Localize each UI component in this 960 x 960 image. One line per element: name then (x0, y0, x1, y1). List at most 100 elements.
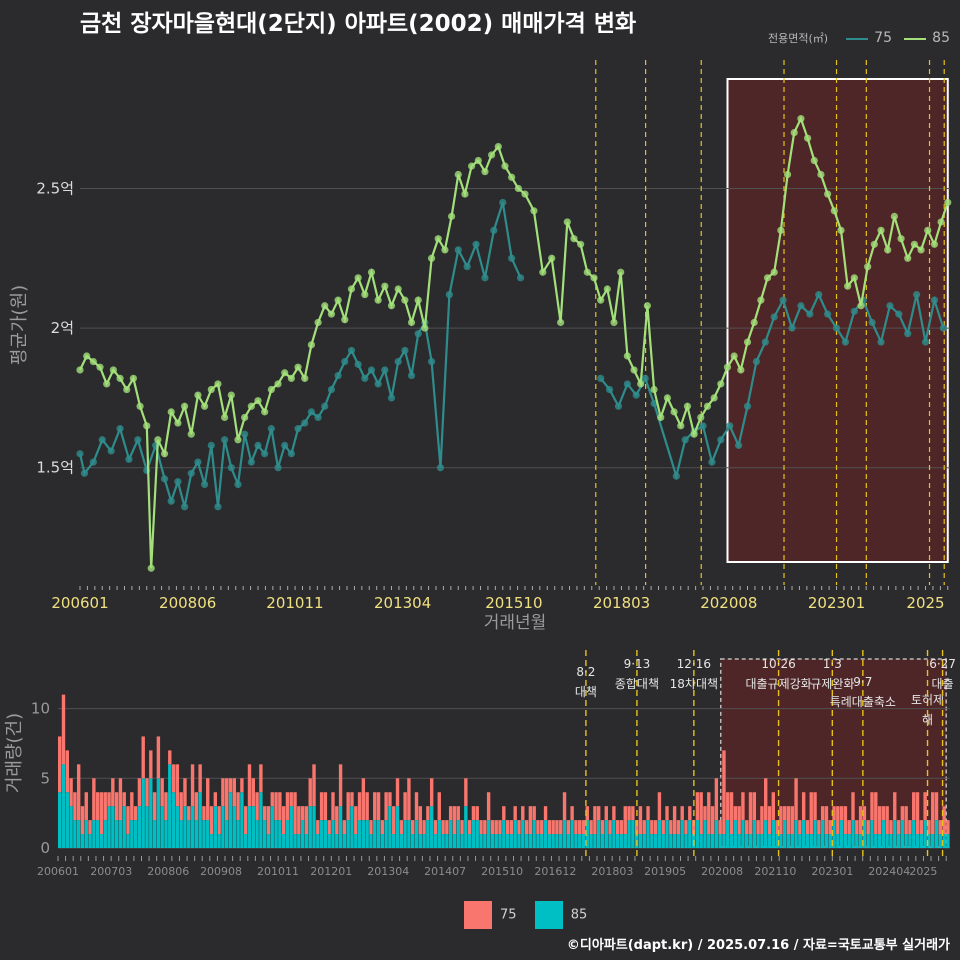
price-point-75 (761, 338, 769, 346)
volume-event-name: 특례대출축소 (830, 695, 896, 709)
price-point-75 (681, 436, 689, 444)
volume-bar-85 (893, 820, 897, 848)
volume-bar-85 (380, 834, 385, 848)
volume-bar-85 (285, 820, 290, 848)
price-point-85 (850, 274, 858, 282)
price-point-75 (895, 310, 903, 318)
volume-bar-85 (262, 820, 267, 848)
price-point-85 (374, 296, 382, 304)
volume-bar-75 (429, 778, 434, 807)
volume-bar-75 (623, 806, 627, 835)
volume-bar-75 (714, 778, 719, 821)
price-point-85 (677, 422, 685, 430)
volume-bar-75 (411, 820, 415, 835)
volume-bar-75 (779, 806, 783, 835)
volume-bar-75 (874, 792, 878, 835)
volume-bar-75 (486, 792, 491, 821)
volume-bar-85 (232, 806, 236, 848)
volume-bar-75 (578, 820, 582, 835)
price-point-85 (143, 422, 151, 430)
volume-bar-75 (278, 792, 282, 821)
volume-bar-75 (543, 806, 548, 821)
volume-bar-75 (437, 792, 441, 821)
volume-bar-85 (847, 834, 851, 848)
volume-bar-85 (209, 834, 214, 848)
price-point-85 (461, 190, 469, 198)
volume-bar-75 (855, 820, 859, 835)
volume-bar-75 (202, 806, 206, 821)
volume-bar-75 (672, 806, 677, 835)
price-point-85 (347, 285, 356, 293)
volume-bar-85 (843, 834, 848, 848)
volume-bar-75 (505, 820, 510, 835)
price-x-tick-label: 201803 (593, 594, 650, 612)
price-point-85 (421, 324, 429, 332)
volume-bar-75 (699, 792, 703, 835)
volume-event-date: 12·16 (677, 657, 711, 671)
volume-x-tick-label: 201803 (591, 865, 633, 878)
volume-bar-85 (578, 834, 582, 848)
volume-bar-75 (80, 806, 85, 835)
volume-bar-85 (464, 806, 468, 848)
price-point-75 (752, 357, 761, 366)
price-point-85 (824, 190, 832, 198)
volume-bar-75 (323, 792, 328, 821)
price-point-85 (341, 316, 349, 324)
volume-bar-75 (285, 792, 290, 821)
volume-y-tick-label: 0 (40, 839, 50, 857)
volume-bar-85 (194, 820, 199, 848)
volume-bar-75 (885, 806, 889, 835)
volume-bar-85 (748, 834, 753, 848)
volume-bar-85 (543, 820, 548, 848)
volume-bar-85 (483, 834, 487, 848)
volume-bar-85 (532, 820, 536, 848)
volume-bar-85 (839, 820, 844, 848)
price-point-85 (563, 218, 571, 226)
volume-bar-85 (346, 820, 350, 848)
volume-bar-75 (524, 820, 529, 835)
price-point-85 (623, 352, 631, 360)
volume-bar-85 (540, 834, 544, 848)
price-point-75 (227, 464, 235, 472)
volume-bar-85 (395, 806, 400, 848)
price-point-85 (367, 268, 376, 276)
volume-bar-85 (828, 834, 832, 848)
volume-bar-75 (915, 792, 920, 835)
volume-bar-75 (634, 820, 639, 835)
volume-bar-75 (168, 750, 172, 765)
volume-event-date: 9·7 (853, 675, 872, 689)
price-line-85 (79, 115, 949, 569)
volume-bar-75 (771, 792, 775, 821)
price-point-85 (763, 274, 772, 282)
volume-bar-75 (221, 778, 225, 807)
volume-bar-85 (95, 820, 100, 848)
volume-bar-75 (369, 820, 373, 835)
volume-bar-75 (251, 778, 255, 807)
volume-bar-75 (809, 792, 813, 835)
volume-bar-85 (509, 834, 514, 848)
volume-bar-75 (684, 820, 688, 835)
volume-bar-85 (187, 820, 191, 848)
volume-bar-75 (361, 778, 366, 821)
volume-bar-75 (247, 764, 252, 807)
price-point-75 (623, 380, 631, 388)
price-point-85 (427, 254, 436, 262)
price-point-75 (307, 408, 316, 416)
price-point-85 (474, 156, 482, 165)
volume-bar-85 (896, 834, 901, 848)
volume-bar-85 (225, 820, 229, 848)
price-point-85 (737, 366, 745, 374)
volume-bar-85 (122, 806, 126, 848)
price-point-85 (539, 268, 547, 276)
volume-bar-85 (923, 820, 927, 848)
price-point-85 (136, 402, 144, 410)
volume-bar-75 (570, 806, 574, 821)
price-point-85 (160, 450, 169, 458)
volume-bar-75 (308, 778, 312, 807)
volume-bar-85 (653, 834, 658, 848)
volume-bar-75 (464, 778, 468, 807)
volume-event-name: 대출규제강화 (745, 677, 811, 691)
price-point-75 (347, 346, 356, 355)
volume-bar-85 (946, 834, 950, 848)
volume-legend-label-75: 75 (500, 907, 517, 923)
